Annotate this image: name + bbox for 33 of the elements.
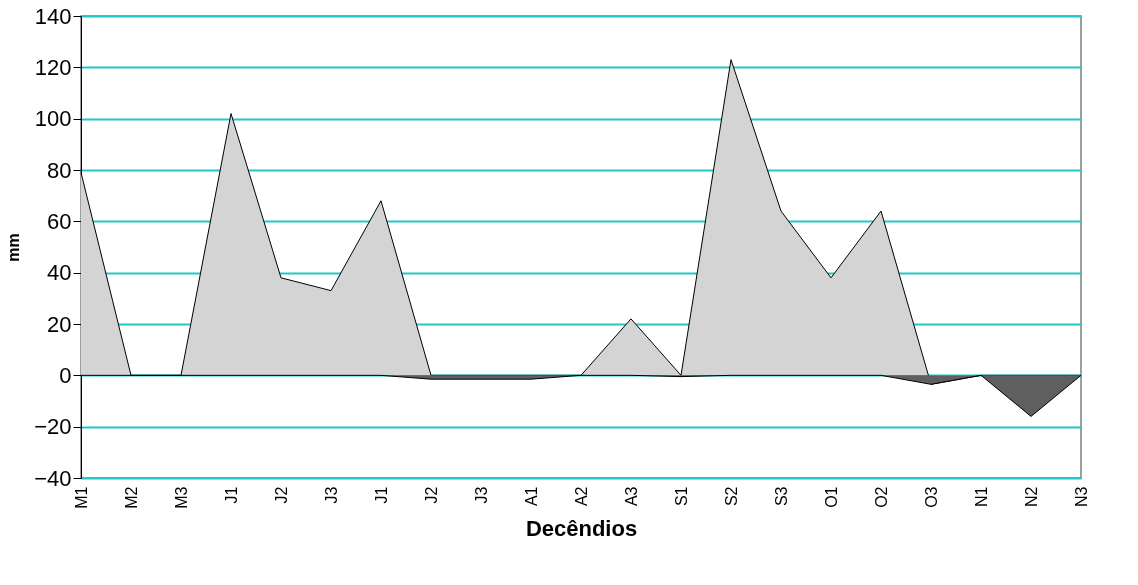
x-tick-label: J3 <box>472 486 490 504</box>
x-tick-label: N1 <box>972 486 990 507</box>
x-tick-label: J3 <box>322 486 340 504</box>
y-tick-label: 120 <box>34 54 72 80</box>
x-tick-label: S3 <box>772 486 790 507</box>
x-tick-label: S1 <box>672 486 690 507</box>
x-tick-label: A2 <box>572 486 590 507</box>
y-tick-label: 40 <box>47 260 72 286</box>
x-axis-title: Decêndios <box>525 515 638 541</box>
y-axis-title: mm <box>5 233 23 262</box>
y-tick-label: 140 <box>34 3 72 29</box>
x-tick-label: A1 <box>522 486 540 507</box>
x-tick-label: N2 <box>1022 486 1040 507</box>
x-tick-label: M3 <box>172 486 190 509</box>
y-tick-label: 100 <box>34 106 72 132</box>
y-tick-label: 60 <box>47 208 72 234</box>
x-tick-label: J2 <box>272 486 290 504</box>
x-tick-label: J1 <box>372 486 390 504</box>
x-tick-label: J2 <box>422 486 440 504</box>
x-tick-label: M1 <box>72 486 90 509</box>
y-tick-label: 20 <box>47 311 72 337</box>
x-tick-label: A3 <box>622 486 640 507</box>
x-tick-label: J1 <box>222 486 240 504</box>
y-tick-label: −40 <box>34 465 72 491</box>
y-tick-label: 0 <box>59 362 72 388</box>
x-tick-label: N3 <box>1072 486 1090 507</box>
x-tick-label: O2 <box>872 486 890 508</box>
y-tick-label: 80 <box>47 157 72 183</box>
x-tick-label: M2 <box>122 486 140 509</box>
y-tick-label: −20 <box>34 414 72 440</box>
x-tick-label: S2 <box>722 486 740 507</box>
x-tick-label: O3 <box>922 486 940 508</box>
x-tick-label: O1 <box>822 486 840 508</box>
